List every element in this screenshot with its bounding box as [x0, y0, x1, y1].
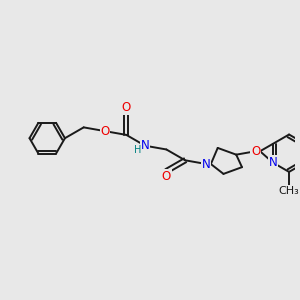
Text: O: O	[100, 124, 109, 138]
Text: CH₃: CH₃	[279, 186, 299, 196]
Text: H: H	[134, 145, 142, 154]
Text: O: O	[122, 101, 131, 114]
Text: O: O	[251, 145, 260, 158]
Text: N: N	[202, 158, 211, 171]
Text: N: N	[141, 139, 149, 152]
Text: O: O	[162, 169, 171, 182]
Text: N: N	[268, 156, 277, 169]
